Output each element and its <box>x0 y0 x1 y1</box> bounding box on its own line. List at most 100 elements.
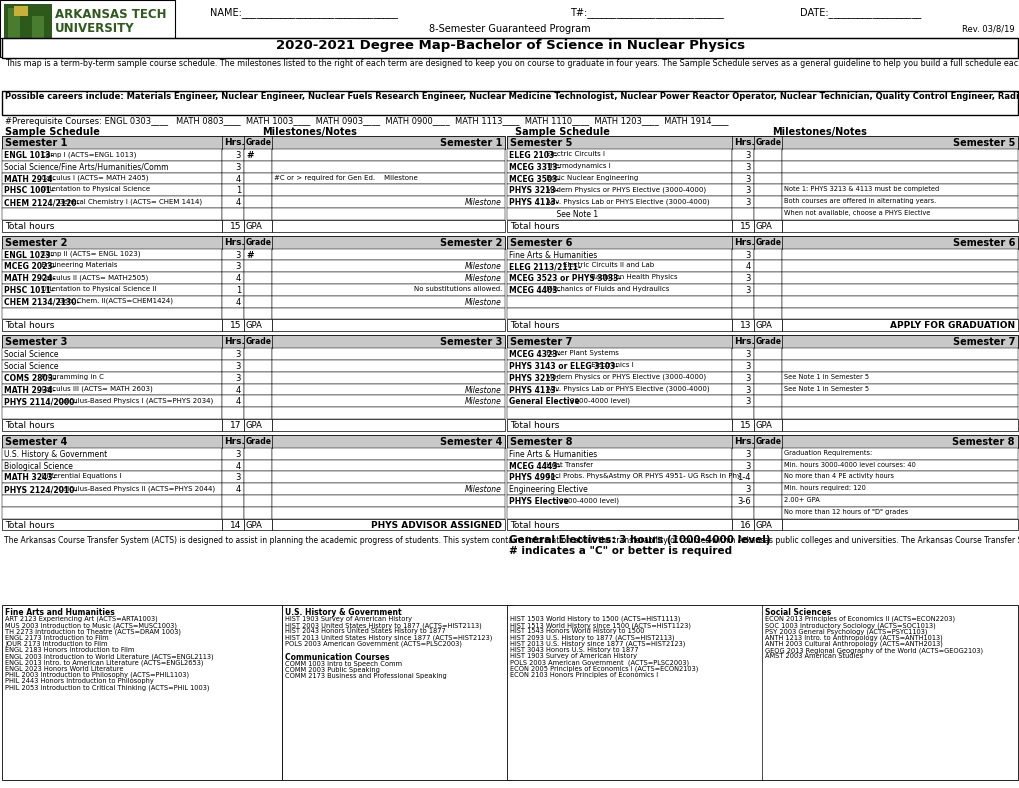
Bar <box>732 319 753 331</box>
Bar <box>14 6 28 16</box>
Bar <box>782 208 1017 220</box>
Bar <box>272 296 504 307</box>
Text: Calculus-Based Physics I (ACTS=PHYS 2034): Calculus-Based Physics I (ACTS=PHYS 2034… <box>56 397 214 404</box>
Bar <box>506 296 732 307</box>
Bar <box>222 307 244 319</box>
Bar <box>506 448 732 459</box>
Text: Milestone: Milestone <box>465 385 501 395</box>
Bar <box>222 483 244 495</box>
Text: Total hours: Total hours <box>5 221 54 231</box>
Bar <box>782 307 1017 319</box>
Text: 15: 15 <box>739 221 750 231</box>
Text: Calculus III (ACTS= MATH 2603): Calculus III (ACTS= MATH 2603) <box>39 385 153 392</box>
Bar <box>222 184 244 196</box>
Bar <box>732 360 753 372</box>
Bar <box>732 448 753 459</box>
Text: 3: 3 <box>745 151 750 160</box>
Bar <box>753 407 782 419</box>
Text: UNIVERSITY: UNIVERSITY <box>55 22 135 35</box>
Text: MCEG 4403-: MCEG 4403- <box>508 286 560 295</box>
Text: #C or > required for Gen Ed.    Milestone: #C or > required for Gen Ed. Milestone <box>274 175 418 180</box>
Bar <box>732 149 753 161</box>
Bar <box>222 173 244 184</box>
Text: ENGL 2183 Honors Introduction to Film: ENGL 2183 Honors Introduction to Film <box>5 647 135 653</box>
Bar <box>506 471 732 483</box>
Bar <box>2 471 222 483</box>
Text: Calculus I (ACTS= MATH 2405): Calculus I (ACTS= MATH 2405) <box>39 175 149 181</box>
Text: Gen. Chem. II(ACTS=CHEM1424): Gen. Chem. II(ACTS=CHEM1424) <box>56 298 173 304</box>
Bar <box>506 396 732 407</box>
Bar <box>2 208 222 220</box>
Bar <box>506 272 732 284</box>
Text: JOUR 2173 Introduction to Film: JOUR 2173 Introduction to Film <box>5 641 107 647</box>
Bar <box>2 495 222 507</box>
Bar <box>782 260 1017 272</box>
Bar <box>244 384 272 396</box>
Bar <box>2 236 504 248</box>
Bar <box>506 483 732 495</box>
Text: APPLY FOR GRADUATION: APPLY FOR GRADUATION <box>889 322 1014 330</box>
Bar <box>732 173 753 184</box>
Bar <box>2 136 504 149</box>
Text: Rev. 03/8/19: Rev. 03/8/19 <box>962 24 1014 33</box>
Bar <box>272 459 504 471</box>
Bar <box>244 208 272 220</box>
Bar <box>2 184 222 196</box>
Bar <box>222 319 244 331</box>
Text: PHYS 2124/2010-: PHYS 2124/2010- <box>4 485 77 494</box>
Text: PHSC 1001-: PHSC 1001- <box>4 187 54 195</box>
Bar <box>753 419 782 431</box>
Bar <box>782 507 1017 519</box>
Bar <box>782 348 1017 360</box>
Bar <box>782 384 1017 396</box>
Bar <box>753 184 782 196</box>
Bar <box>782 272 1017 284</box>
Bar <box>753 260 782 272</box>
Text: 3: 3 <box>745 350 750 359</box>
Bar <box>222 519 244 530</box>
Text: 4: 4 <box>235 385 240 395</box>
Bar <box>506 419 732 431</box>
Bar <box>732 307 753 319</box>
Text: GPA: GPA <box>755 221 772 231</box>
Text: The Arkansas Course Transfer System (ACTS) is designed to assist in planning the: The Arkansas Course Transfer System (ACT… <box>4 537 1019 545</box>
Text: 4: 4 <box>235 462 240 470</box>
Text: Biological Science: Biological Science <box>4 462 72 470</box>
Text: 3: 3 <box>235 251 240 259</box>
Text: SOC 1003 Introductory Sociology (ACTS=SOC1013): SOC 1003 Introductory Sociology (ACTS=SO… <box>764 623 934 629</box>
Text: Milestone: Milestone <box>465 397 501 407</box>
Text: #Prerequisite Courses: ENGL 0303____   MATH 0803____  MATH 1003____  MATH 0903__: #Prerequisite Courses: ENGL 0303____ MAT… <box>5 117 728 126</box>
Text: General Elective: General Elective <box>508 397 579 407</box>
Text: Min. hours required: 120: Min. hours required: 120 <box>784 485 865 491</box>
Text: Total hours: Total hours <box>5 421 54 430</box>
Bar <box>782 471 1017 483</box>
Bar <box>2 407 222 419</box>
Text: MCEG 3503-: MCEG 3503- <box>508 175 560 184</box>
Text: PHYS 4991-: PHYS 4991- <box>508 474 558 482</box>
Bar <box>244 459 272 471</box>
Text: Grade: Grade <box>755 138 782 147</box>
Text: Modern Physics or PHYS Elective (3000-4000): Modern Physics or PHYS Elective (3000-40… <box>543 374 705 381</box>
Bar <box>272 272 504 284</box>
Text: Orientation to Physical Science: Orientation to Physical Science <box>39 187 150 192</box>
Text: TH 2273 Introduction to Theatre (ACTS=DRAM 1003): TH 2273 Introduction to Theatre (ACTS=DR… <box>5 628 180 635</box>
Text: Semester 7: Semester 7 <box>510 337 572 348</box>
Bar <box>506 260 732 272</box>
Text: MATH 3243-: MATH 3243- <box>4 474 56 482</box>
Bar <box>272 507 504 519</box>
Text: Semester 2: Semester 2 <box>5 238 67 247</box>
Text: Possible careers include: Materials Engineer, Nuclear Engineer, Nuclear Fuels Re: Possible careers include: Materials Engi… <box>5 92 1019 101</box>
Bar <box>0 0 175 57</box>
Text: Social Sciences: Social Sciences <box>764 608 830 617</box>
Bar <box>782 161 1017 173</box>
Text: Semester 3: Semester 3 <box>439 337 501 348</box>
Bar <box>244 149 272 161</box>
Text: MCEG 3523 or PHYS 3033-: MCEG 3523 or PHYS 3033- <box>508 274 621 283</box>
Bar <box>32 16 44 40</box>
Text: Semester 4: Semester 4 <box>439 437 501 447</box>
Bar <box>281 605 512 780</box>
Bar <box>272 348 504 360</box>
Bar <box>732 471 753 483</box>
Text: Min. hours 3000-4000 level courses: 40: Min. hours 3000-4000 level courses: 40 <box>784 462 915 467</box>
Text: (3000-4000 level): (3000-4000 level) <box>554 497 619 504</box>
